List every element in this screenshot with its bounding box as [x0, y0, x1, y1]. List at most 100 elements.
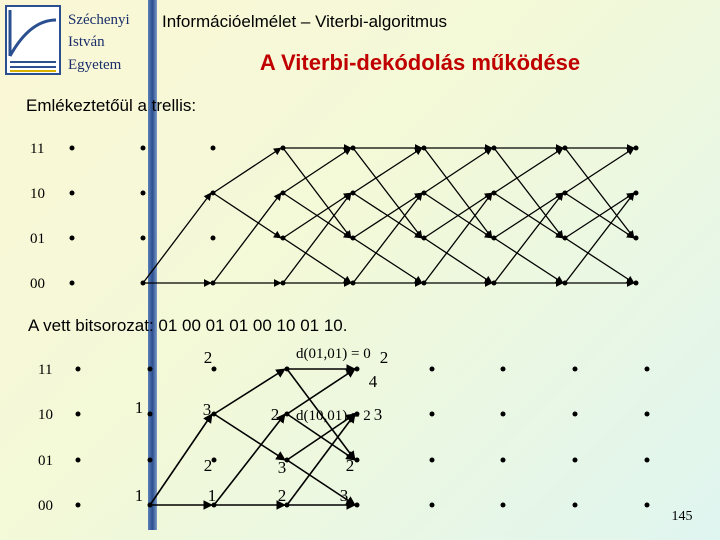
node [140, 145, 146, 151]
trellis-edge [493, 147, 564, 194]
trellis-edge [212, 147, 282, 194]
trellis-edge [142, 192, 212, 284]
trellis-edge [493, 237, 564, 284]
path-metric: 3 [340, 486, 349, 505]
path-metric: 3 [278, 458, 287, 477]
node [644, 366, 650, 372]
node [633, 190, 639, 196]
node [429, 457, 435, 463]
path-metric: 2 [380, 348, 389, 367]
trellis-edge [564, 147, 635, 239]
node [500, 366, 506, 372]
trellis-edge [282, 192, 352, 239]
node [500, 457, 506, 463]
path-metric: 1 [135, 486, 144, 505]
trellis-edge [423, 192, 493, 284]
path-metric: 2 [278, 486, 287, 505]
path-metric: 2 [204, 456, 213, 475]
node [572, 366, 578, 372]
node [572, 457, 578, 463]
trellis-edge [493, 147, 564, 239]
node [644, 411, 650, 417]
node [572, 411, 578, 417]
node [140, 235, 146, 241]
node [500, 502, 506, 508]
state-label: 10 [38, 407, 53, 423]
node [75, 366, 81, 372]
trellis-edge [352, 192, 423, 239]
path-metric: 2 [346, 456, 355, 475]
trellis-edge [352, 147, 423, 239]
node [354, 502, 360, 508]
node [211, 457, 217, 463]
trellis-edge [493, 192, 564, 239]
node [211, 366, 217, 372]
state-label: 11 [30, 141, 44, 157]
caption: Emlékeztetőül a trellis: [26, 96, 196, 115]
trellis-edge [286, 368, 356, 461]
logo-icon [5, 5, 61, 75]
trellis-edge [352, 192, 423, 284]
trellis-edge [564, 192, 635, 284]
path-metric: 2 [204, 348, 213, 367]
path-metric: 1 [208, 486, 217, 505]
node [644, 457, 650, 463]
logo-text: István [68, 34, 105, 50]
side-bar [148, 0, 157, 530]
trellis-edge [423, 237, 493, 284]
state-label: 01 [38, 453, 53, 469]
path-metric: 1 [135, 398, 144, 417]
logo-text: Egyetem [68, 57, 122, 73]
path-metric: 2 [271, 405, 280, 424]
trellis-edge [564, 192, 635, 239]
node [210, 235, 216, 241]
trellis-edge [352, 147, 423, 194]
trellis-edge [286, 413, 356, 506]
distance-formula: d(01,01) = 0 [296, 346, 371, 362]
node [75, 457, 81, 463]
slide-title: A Viterbi-dekódolás működése [260, 50, 580, 75]
trellis-edge [493, 192, 564, 284]
trellis-edge [423, 147, 493, 239]
trellis-edge [213, 368, 286, 415]
node [69, 280, 75, 286]
node [633, 280, 639, 286]
trellis-edge [423, 147, 493, 194]
node [633, 145, 639, 151]
trellis-edge [213, 413, 286, 461]
trellis-edge [286, 368, 356, 415]
trellis-edge [286, 413, 356, 461]
logo-text: Széchenyi [68, 12, 130, 28]
page-number: 145 [672, 509, 693, 524]
trellis-edge [564, 147, 635, 194]
trellis-edge [564, 237, 635, 284]
node [75, 502, 81, 508]
distance-formula: d(10,01) = 2 [296, 408, 371, 424]
node [147, 411, 153, 417]
state-label: 01 [30, 231, 45, 247]
path-metric: 3 [203, 400, 212, 419]
node [354, 457, 360, 463]
trellis-edge [212, 192, 282, 284]
node [69, 235, 75, 241]
state-label: 00 [38, 498, 53, 514]
node [429, 366, 435, 372]
trellis-edge [282, 237, 352, 284]
node [147, 366, 153, 372]
node [354, 366, 360, 372]
trellis-edge [282, 147, 352, 239]
node [429, 411, 435, 417]
node [75, 411, 81, 417]
trellis-edge [213, 413, 286, 506]
course-title: Információelmélet – Viterbi-algoritmus [162, 12, 447, 31]
state-label: 10 [30, 186, 45, 202]
node [500, 411, 506, 417]
node [210, 145, 216, 151]
node [69, 145, 75, 151]
caption: A vett bitsorozat: 01 00 01 01 00 10 01 … [28, 316, 347, 335]
path-metric: 4 [369, 372, 378, 391]
trellis-edge [286, 459, 356, 506]
node [429, 502, 435, 508]
